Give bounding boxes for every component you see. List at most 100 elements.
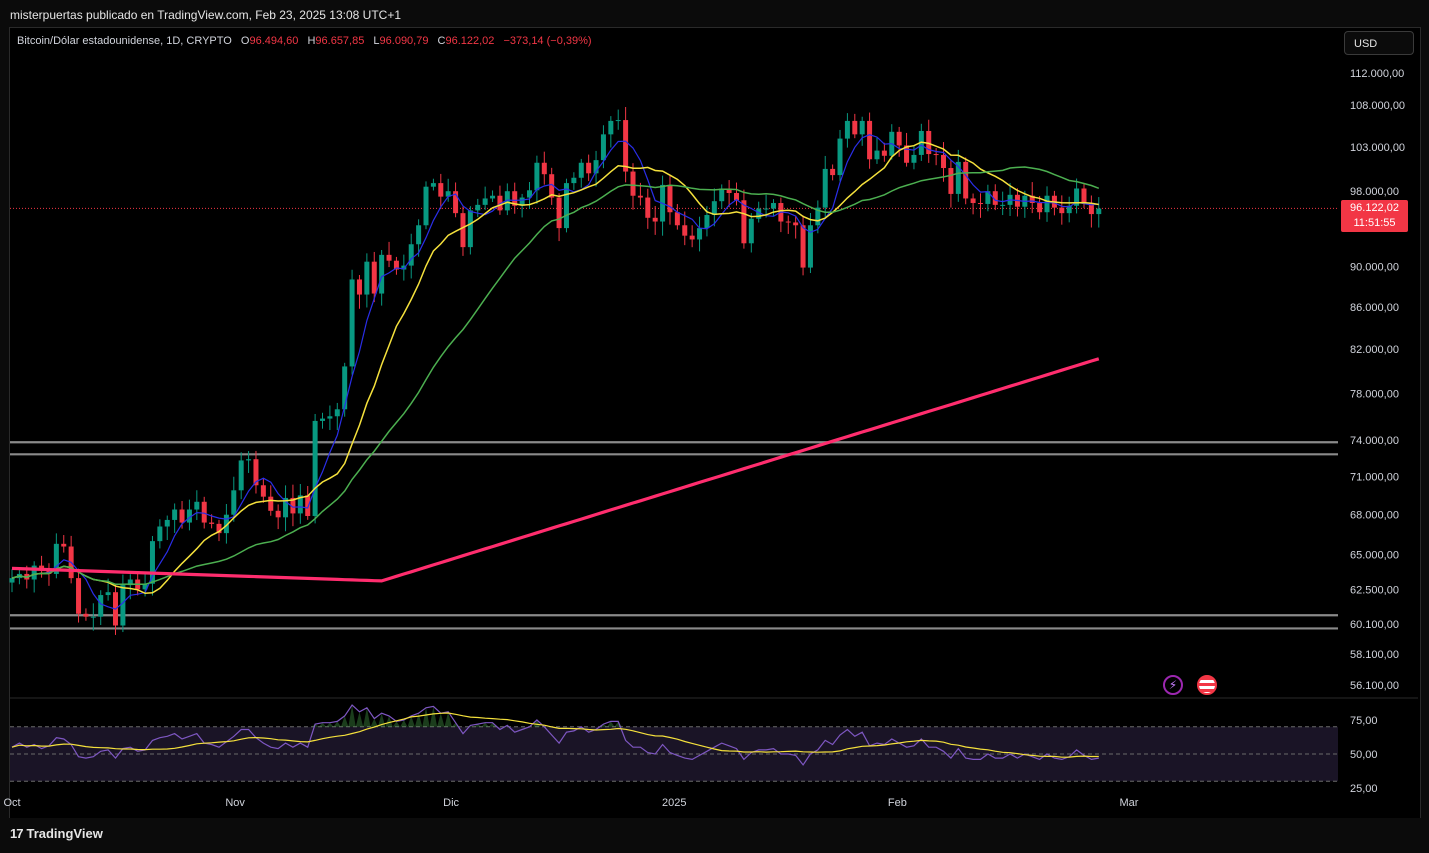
candle-body [246, 459, 252, 461]
currency-button[interactable]: USD [1344, 31, 1414, 55]
candle-body [726, 188, 732, 194]
candle-body [593, 160, 599, 174]
price-axis-tick: 68.000,00 [1350, 510, 1399, 522]
ma-long-line [11, 357, 1100, 583]
tradingview-logo[interactable]: 17 TradingView [10, 826, 103, 841]
close-label: C [437, 35, 446, 47]
candle-body [312, 420, 318, 517]
candle-body [460, 213, 466, 248]
candle-body [364, 261, 370, 295]
ma-slow-line [11, 166, 1100, 586]
candle-body [172, 509, 178, 520]
candle-body [852, 120, 858, 135]
candle-body [741, 200, 747, 244]
candle-body [608, 120, 614, 135]
candle-body [578, 162, 584, 178]
candle-body [541, 162, 547, 175]
candle-body [275, 510, 281, 518]
chart-frame [9, 27, 1421, 819]
candle-body [637, 195, 643, 198]
candle-body [105, 592, 111, 596]
candle-body [253, 459, 259, 486]
candle-body [955, 161, 961, 194]
candle-body [623, 120, 629, 172]
candle-body [53, 543, 59, 574]
candle-body [1066, 205, 1072, 214]
top-bar: misterpuertas publicado en TradingView.c… [0, 0, 1429, 28]
publisher-line: misterpuertas publicado en TradingView.c… [10, 8, 402, 22]
candle-body [334, 409, 340, 417]
flag-icon[interactable] [1197, 675, 1217, 695]
candle-body [519, 197, 525, 206]
time-axis-tick: Oct [3, 797, 20, 809]
candle-body [349, 279, 355, 367]
candle-body [807, 225, 813, 268]
candle-body [408, 244, 414, 266]
candle-body [164, 519, 170, 527]
price-axis-tick: 108.000,00 [1350, 100, 1405, 112]
candle-body [615, 120, 621, 122]
price-axis-tick: 86.000,00 [1350, 302, 1399, 314]
candle-body [512, 191, 518, 206]
candle-body [1074, 188, 1080, 206]
candle-body [911, 154, 917, 163]
candle-body [379, 254, 385, 294]
price-axis-tick: 98.000,00 [1350, 186, 1399, 198]
ma-mid-line [11, 141, 1099, 595]
candle-body [822, 168, 828, 208]
candle-body [157, 526, 163, 542]
candle-body [874, 150, 880, 160]
time-axis-tick: Nov [225, 797, 245, 809]
candle-body [61, 543, 67, 547]
candle-body [1088, 203, 1094, 215]
candle-body [305, 495, 311, 517]
candle-body [260, 485, 266, 497]
candle-body [896, 131, 902, 146]
candle-body [719, 188, 725, 202]
candle-body [571, 177, 577, 184]
candle-body [904, 145, 910, 163]
candle-body [83, 613, 89, 617]
candle-body [504, 191, 510, 211]
candle-body [416, 225, 422, 245]
candle-body [356, 279, 362, 295]
candle-body [297, 495, 303, 514]
candle-body [1044, 195, 1050, 213]
candle-body [748, 218, 754, 244]
high-value: 96.657,85 [315, 35, 365, 47]
ma-fast-line [11, 134, 1099, 610]
price-axis-tick: 62.500,00 [1350, 584, 1399, 596]
candle-body [438, 183, 444, 197]
candle-body [556, 197, 562, 229]
rsi-axis-tick: 50,00 [1350, 749, 1378, 761]
candle-body [194, 501, 200, 510]
candle-body [630, 171, 636, 196]
candle-body [815, 207, 821, 226]
price-axis-tick: 90.000,00 [1350, 262, 1399, 274]
price-axis-tick: 71.000,00 [1350, 471, 1399, 483]
candle-body [963, 161, 969, 199]
candle-body [90, 616, 96, 618]
candle-body [933, 154, 939, 156]
candle-body [497, 195, 503, 211]
candle-body [926, 130, 932, 155]
candle-body [563, 183, 569, 229]
price-axis-tick: 56.100,00 [1350, 680, 1399, 692]
price-axis-tick: 60.100,00 [1350, 619, 1399, 631]
low-label: L [373, 35, 380, 47]
candle-body [948, 168, 954, 194]
candle-body [201, 501, 207, 523]
candle-body [39, 565, 45, 570]
candle-body [430, 183, 436, 187]
candle-body [770, 203, 776, 209]
candle-body [970, 198, 976, 204]
candle-body [231, 490, 237, 515]
candle-body [320, 418, 326, 421]
candle-body [327, 416, 333, 419]
candle-body [763, 208, 769, 210]
candle-body [667, 184, 673, 213]
lightning-icon[interactable]: ⚡ [1163, 675, 1183, 695]
candle-body [127, 579, 133, 586]
symbol-name: Bitcoin/Dólar estadounidense, 1D, CRYPTO [17, 35, 232, 47]
